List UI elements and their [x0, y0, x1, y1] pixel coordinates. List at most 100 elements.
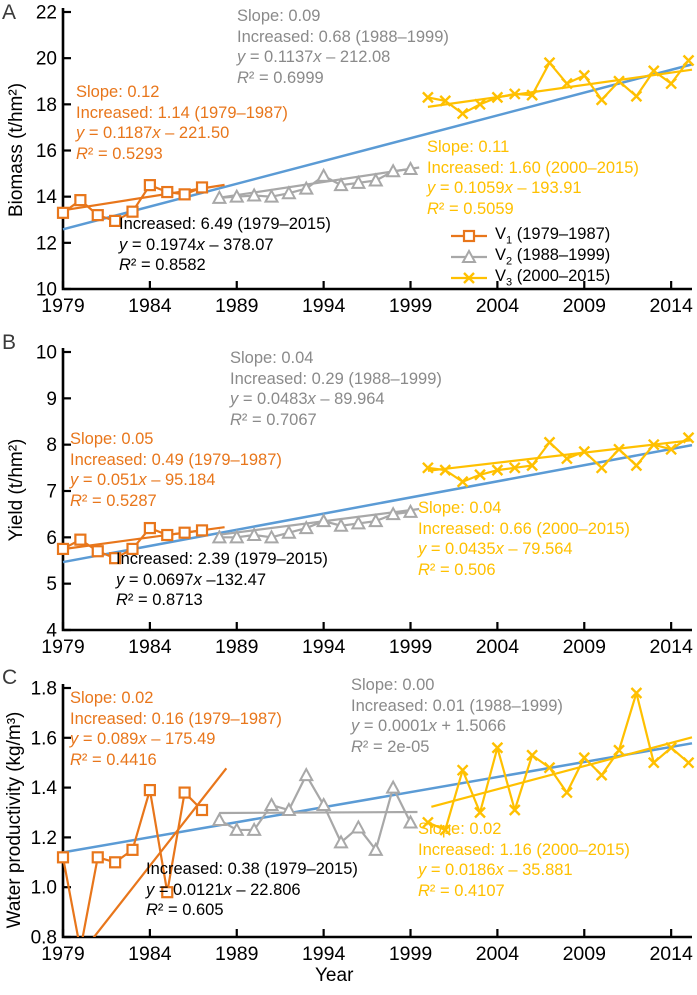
- x-tick-label: 2009: [563, 295, 606, 317]
- x-marker: [595, 93, 608, 106]
- x-tick-label: 1999: [389, 636, 432, 658]
- square-marker: [91, 209, 104, 222]
- triangle-marker: [402, 503, 419, 518]
- square-marker: [143, 521, 156, 535]
- x-marker: [543, 436, 556, 449]
- x-marker: [491, 741, 504, 754]
- triangle-marker: [385, 506, 401, 521]
- y-tick-label: 0.8: [31, 928, 57, 949]
- y-axis-title-yield: Yield (t/hm²): [6, 438, 27, 542]
- square-marker: [126, 843, 139, 856]
- x-marker: [578, 751, 591, 764]
- triangle-marker: [315, 167, 332, 182]
- y-tick-label: 18: [36, 95, 57, 116]
- x-marker: [422, 461, 434, 474]
- y-tick-label: 4: [46, 621, 57, 642]
- x-marker: [630, 459, 643, 472]
- trend-line-v3: [427, 68, 693, 108]
- x-tick-label: 2014: [649, 943, 693, 965]
- x-ticks: 1979 1984 1989 1994 1999 2004 2009 2014: [41, 622, 693, 658]
- x-marker: [439, 824, 452, 836]
- series-markers-v3: [422, 687, 695, 836]
- trend-line-v2: [219, 810, 418, 815]
- square-marker: [143, 179, 156, 192]
- triangle-marker: [350, 515, 367, 530]
- x-marker: [665, 741, 677, 754]
- triangle-marker: [211, 189, 228, 204]
- triangle-marker: [350, 174, 367, 189]
- series-markers-v3: [422, 54, 695, 120]
- square-marker: [178, 188, 191, 201]
- trend-line-v3: [431, 736, 693, 808]
- triangle-marker: [229, 821, 245, 836]
- x-marker: [508, 461, 521, 474]
- triangle-marker: [229, 188, 245, 203]
- x-tick-label: 1984: [128, 636, 172, 658]
- series-line-v3: [427, 436, 690, 483]
- x-marker: [613, 75, 625, 88]
- triangle-marker: [281, 185, 297, 200]
- x-marker: [456, 107, 469, 120]
- y-axis-title-water-productivity: Water productivity (kg/m³): [4, 711, 25, 929]
- triangle-marker: [402, 160, 419, 175]
- x-marker: [682, 54, 695, 67]
- x-tick-label: 1989: [215, 636, 258, 658]
- x-marker: [647, 756, 660, 769]
- x-marker: [508, 804, 521, 816]
- triangle-marker: [368, 841, 384, 856]
- square-marker: [195, 181, 209, 194]
- series-markers-v1: [56, 783, 209, 899]
- x-tick-label: 2009: [563, 943, 606, 965]
- x-tick-label: 2014: [649, 636, 693, 658]
- y-tick-label: 1.2: [31, 828, 57, 849]
- square-marker: [126, 542, 139, 556]
- x-tick-label: 2004: [476, 636, 520, 658]
- x-marker: [613, 443, 625, 456]
- x-marker: [682, 756, 695, 769]
- x-marker: [647, 438, 660, 451]
- x-tick-label: 1979: [41, 295, 84, 317]
- triangle-marker: [333, 834, 349, 849]
- square-marker: [161, 528, 174, 542]
- panel-yield: B Yield (t/hm²) 10 9 8 7 6 5 4 1979 1984 1989 1994…: [0, 330, 697, 665]
- x-marker: [474, 98, 486, 111]
- triangle-marker: [246, 187, 262, 202]
- x-marker: [595, 461, 608, 474]
- square-marker: [56, 851, 70, 864]
- triangle-marker: [246, 821, 262, 836]
- y-tick-label: 12: [36, 233, 57, 254]
- x-axis-title: Year: [315, 965, 354, 986]
- triangle-marker: [385, 779, 401, 794]
- x-marker: [491, 464, 504, 476]
- x-tick-label: 1979: [41, 636, 84, 658]
- series-markers-v2: [211, 767, 419, 856]
- square-marker: [109, 552, 122, 565]
- triangle-marker: [385, 163, 401, 178]
- panel-biomass: A Biomass (t/hm²) 22 20 18 16 14 12 10 1979 1984…: [0, 0, 697, 330]
- x-marker: [665, 77, 677, 90]
- triangle-marker: [281, 801, 297, 817]
- series-markers-v1: [56, 179, 209, 228]
- square-marker: [195, 524, 209, 537]
- triangle-marker: [402, 814, 419, 829]
- x-marker: [561, 452, 573, 465]
- y-tick-label: 1.6: [31, 728, 57, 749]
- y-tick-label: 1.0: [31, 878, 57, 899]
- x-marker: [665, 443, 677, 456]
- series-markers-v2: [211, 160, 419, 204]
- panel-letter-c: C: [2, 666, 18, 689]
- trend-line-v1: [92, 767, 228, 937]
- x-marker: [474, 468, 486, 481]
- triangle-marker: [246, 526, 262, 542]
- square-marker: [56, 206, 70, 219]
- series-line-v1: [61, 788, 203, 937]
- x-marker: [526, 459, 538, 472]
- x-tick-label: 1989: [215, 943, 258, 965]
- square-marker: [143, 783, 156, 797]
- y-tick-label: 5: [46, 574, 57, 595]
- y-tick-label: 20: [36, 49, 57, 70]
- x-tick-label: 2014: [649, 295, 693, 317]
- square-marker: [178, 526, 191, 539]
- y-tick-label: 10: [36, 280, 57, 301]
